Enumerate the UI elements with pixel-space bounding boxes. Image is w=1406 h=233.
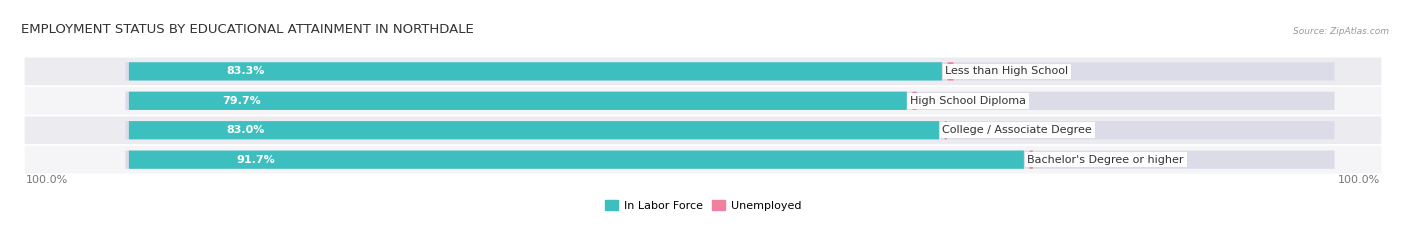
FancyBboxPatch shape [129, 92, 907, 110]
FancyBboxPatch shape [125, 151, 1334, 169]
FancyBboxPatch shape [25, 87, 1381, 115]
Text: 79.7%: 79.7% [222, 96, 262, 106]
FancyBboxPatch shape [125, 62, 1334, 80]
Text: Source: ZipAtlas.com: Source: ZipAtlas.com [1294, 27, 1389, 36]
FancyBboxPatch shape [25, 146, 1381, 174]
FancyBboxPatch shape [25, 116, 1381, 144]
FancyBboxPatch shape [25, 58, 1381, 85]
Text: 100.0%: 100.0% [1339, 175, 1381, 185]
Text: College / Associate Degree: College / Associate Degree [942, 125, 1092, 135]
Text: 83.3%: 83.3% [226, 66, 264, 76]
Text: High School Diploma: High School Diploma [910, 96, 1026, 106]
Text: 100.0%: 100.0% [25, 175, 67, 185]
FancyBboxPatch shape [129, 151, 1024, 169]
FancyBboxPatch shape [125, 121, 1334, 139]
FancyBboxPatch shape [912, 92, 917, 110]
Text: 3.5%: 3.5% [1042, 155, 1070, 165]
Text: 4.6%: 4.6% [927, 96, 955, 106]
Text: 2.2%: 2.2% [956, 125, 984, 135]
FancyBboxPatch shape [125, 92, 1334, 110]
FancyBboxPatch shape [1029, 151, 1033, 169]
FancyBboxPatch shape [948, 62, 953, 80]
FancyBboxPatch shape [945, 121, 946, 139]
Text: Less than High School: Less than High School [945, 66, 1069, 76]
Text: 83.0%: 83.0% [226, 125, 264, 135]
Text: EMPLOYMENT STATUS BY EDUCATIONAL ATTAINMENT IN NORTHDALE: EMPLOYMENT STATUS BY EDUCATIONAL ATTAINM… [21, 23, 474, 36]
FancyBboxPatch shape [129, 121, 939, 139]
Legend: In Labor Force, Unemployed: In Labor Force, Unemployed [600, 196, 806, 215]
Text: 91.7%: 91.7% [236, 155, 276, 165]
Text: Bachelor's Degree or higher: Bachelor's Degree or higher [1028, 155, 1184, 165]
FancyBboxPatch shape [129, 62, 942, 80]
Text: 6.3%: 6.3% [963, 66, 991, 76]
